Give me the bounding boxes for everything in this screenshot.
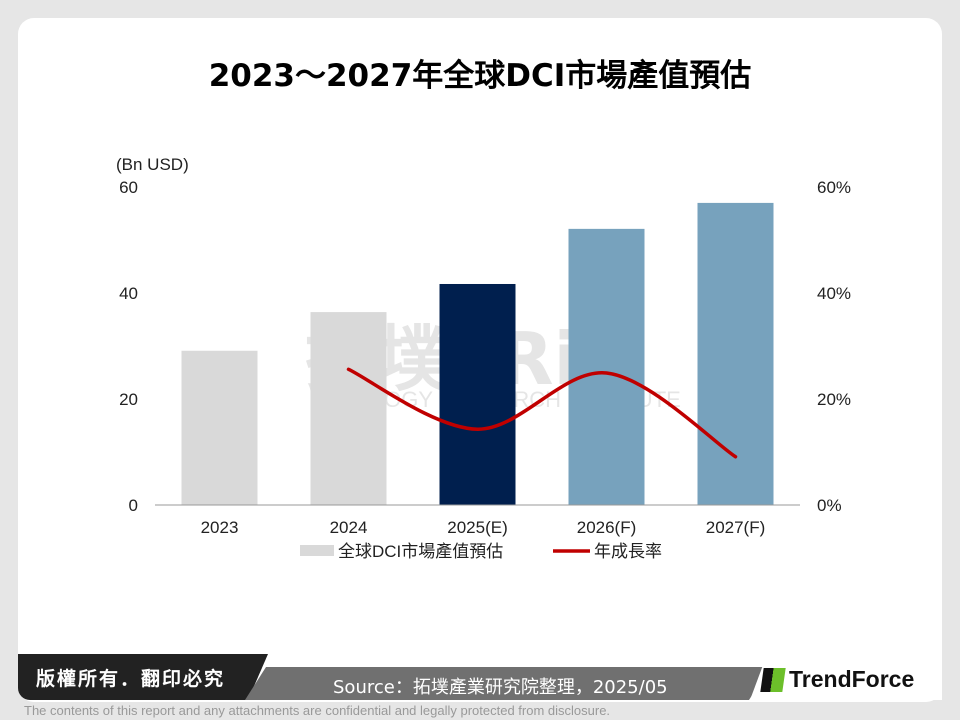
trendforce-logo: TrendForce (760, 666, 915, 693)
y-right-tick-label: 0% (817, 496, 842, 515)
y-left-tick-label: 20 (119, 390, 138, 409)
copyright-text: 版權所有．翻印必究 (36, 668, 226, 690)
legend-bar-swatch (300, 545, 334, 556)
x-tick-label: 2026(F) (577, 518, 637, 537)
chart-title: 2023～2027年全球DCI市場產值預估 (208, 58, 752, 94)
source-text: Source：拓墣產業研究院整理，2025/05 (333, 677, 668, 698)
trendforce-logo-icon (760, 667, 786, 692)
bar-2027(F) (697, 202, 774, 505)
x-tick-label: 2025(E) (447, 518, 507, 537)
y-left-tick-label: 60 (119, 178, 138, 197)
y-right-tick-label: 40% (817, 284, 851, 303)
copyright-banner: 版權所有．翻印必究 (18, 654, 268, 700)
x-tick-label: 2023 (201, 518, 239, 537)
legend-bar-label: 全球DCI市場產值預估 (338, 542, 503, 561)
y-left-tick-label: 0 (129, 496, 138, 515)
y-right-tick-label: 60% (817, 178, 851, 197)
bar-2023 (181, 350, 258, 505)
y-right-tick-label: 20% (817, 390, 851, 409)
y-axis-unit: (Bn USD) (116, 155, 189, 174)
brand-name: TrendForce (789, 666, 915, 692)
bar-2026(F) (568, 228, 645, 505)
disclaimer: The contents of this report and any atta… (24, 703, 611, 718)
y-left-tick-label: 40 (119, 284, 138, 303)
bar-2025(E) (439, 283, 516, 505)
x-tick-label: 2027(F) (706, 518, 766, 537)
bar-2024 (310, 312, 387, 505)
x-tick-label: 2024 (330, 518, 368, 537)
legend-line-label: 年成長率 (594, 542, 662, 561)
source-banner: Source：拓墣產業研究院整理，2025/05 (245, 667, 770, 700)
growth-rate-line (346, 367, 738, 459)
